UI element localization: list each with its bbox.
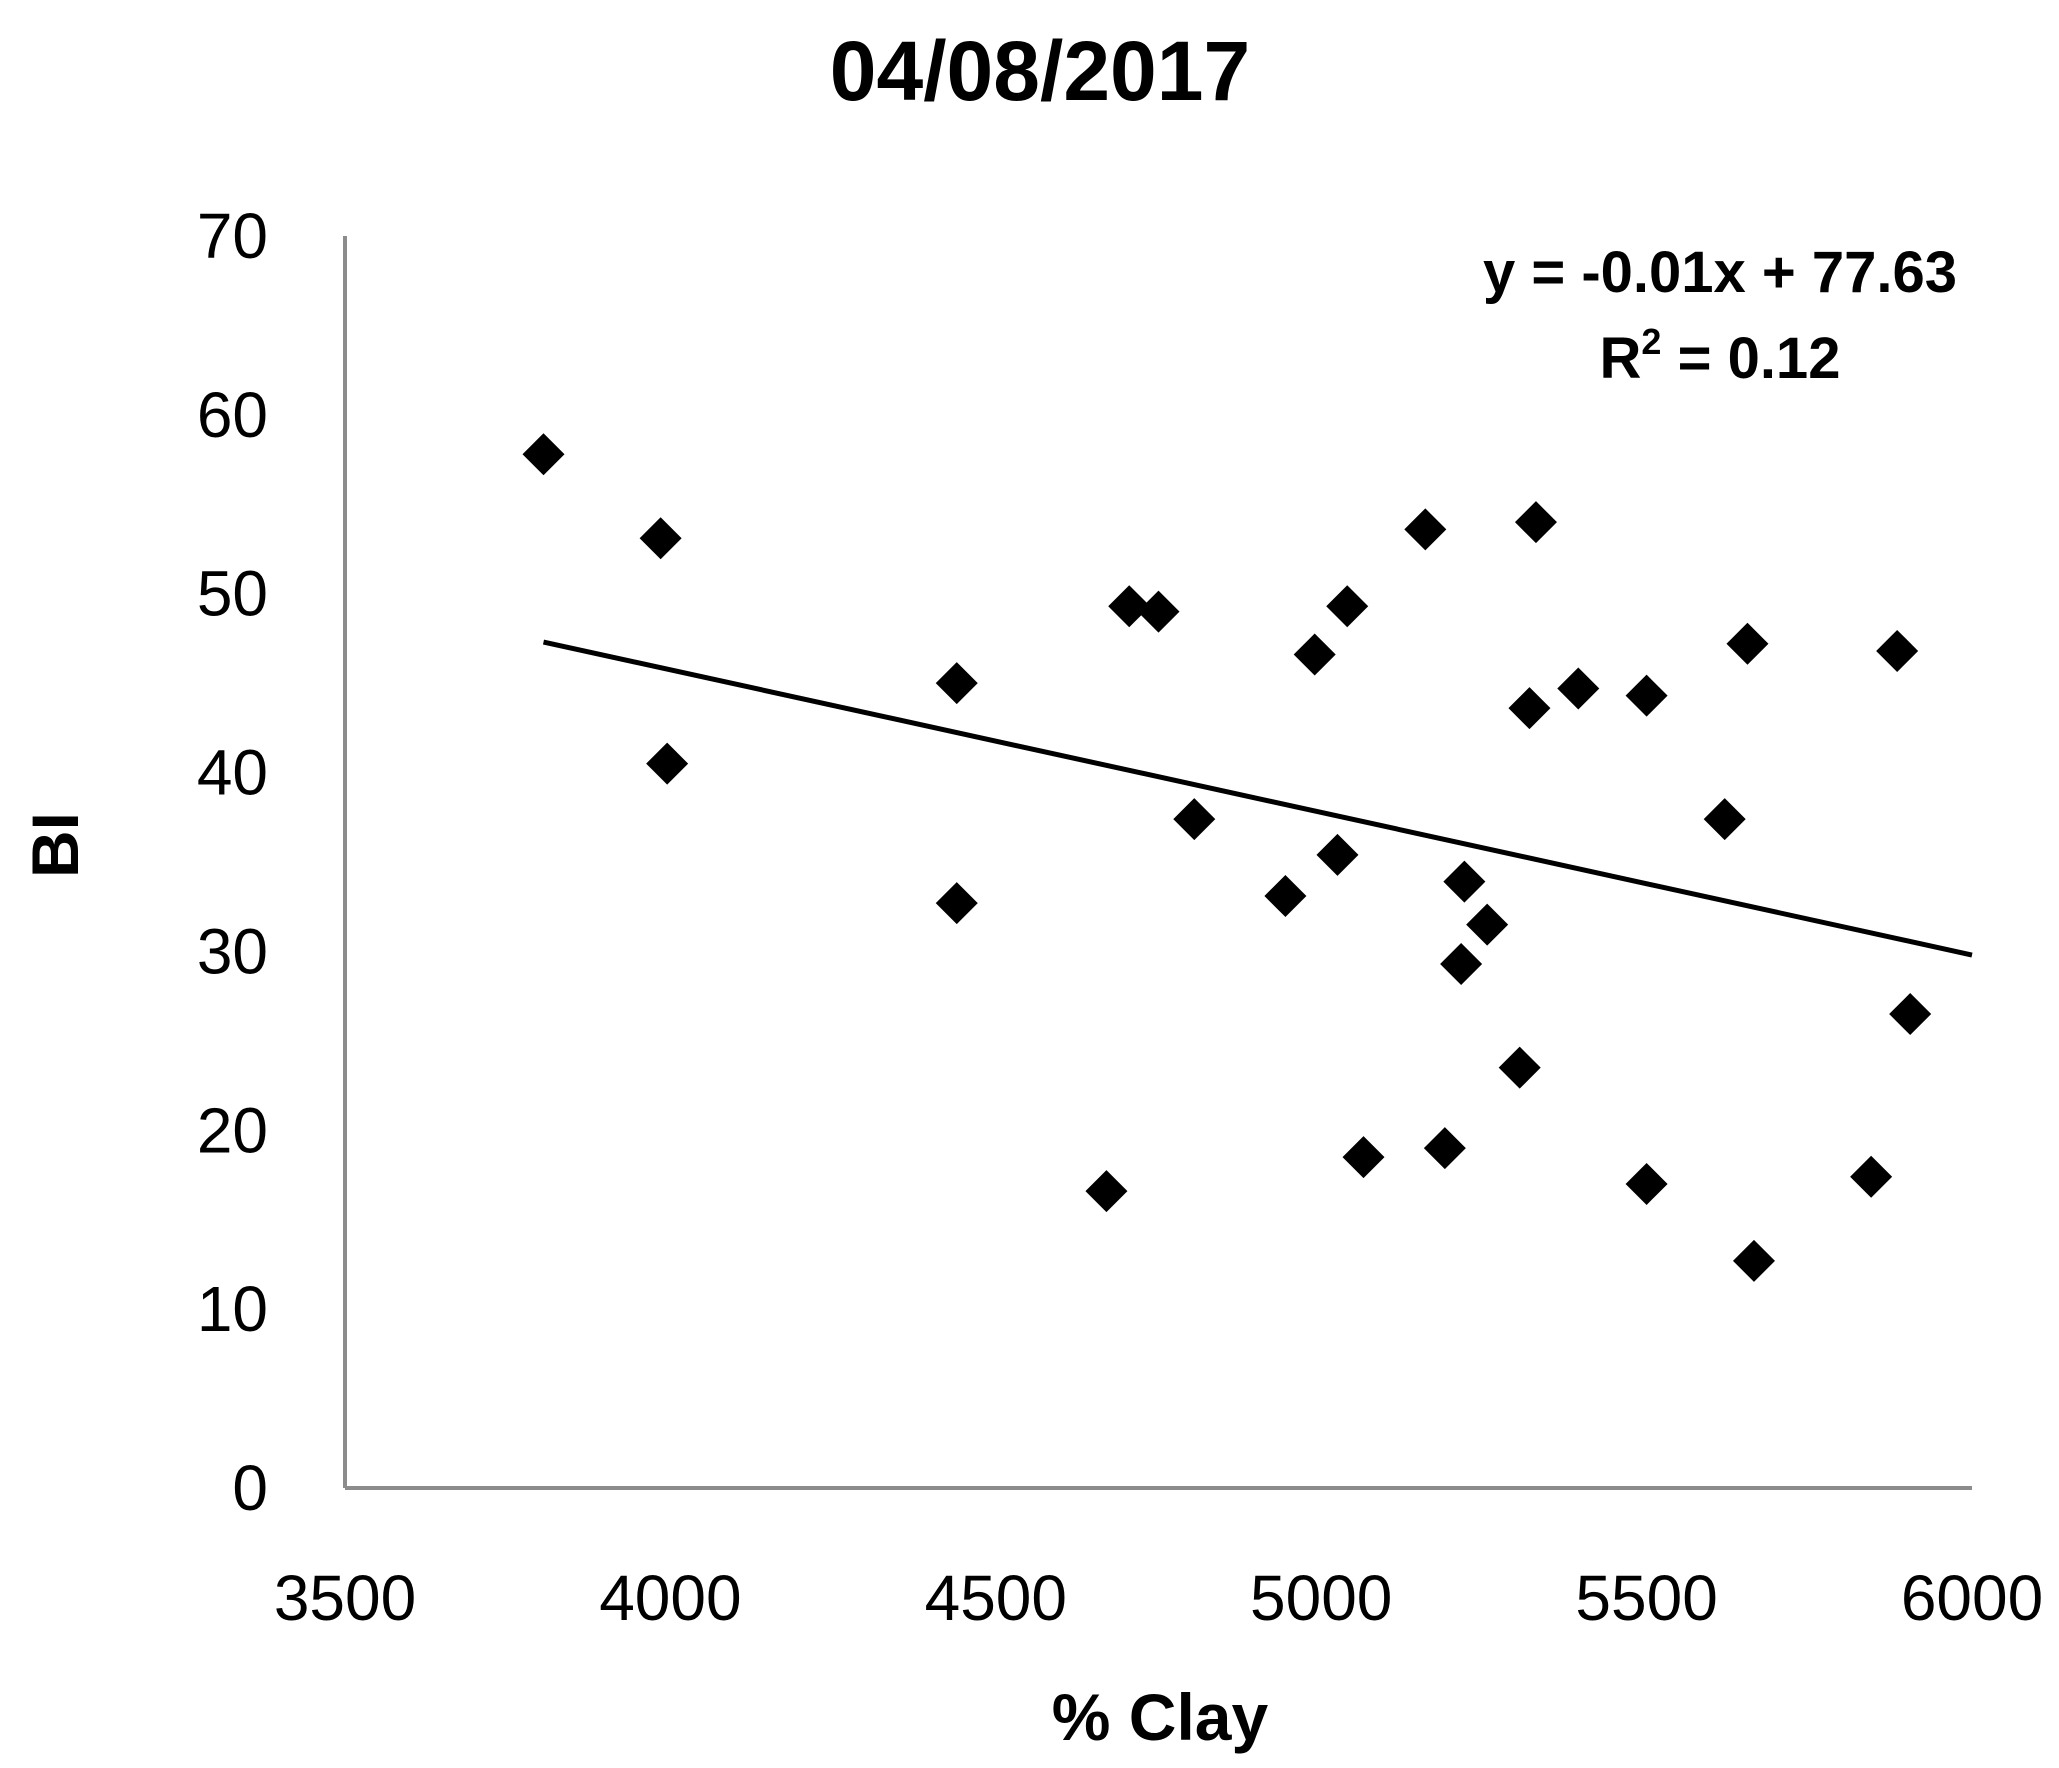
data-point (1326, 585, 1369, 628)
data-point (639, 517, 682, 560)
data-point (1137, 590, 1180, 633)
x-axis-title: % Clay (1052, 1680, 1269, 1754)
r-squared-value: 0.12 (1728, 326, 1841, 391)
data-point (1173, 798, 1216, 841)
data-points (522, 433, 1932, 1282)
y-tick-label: 30 (197, 915, 268, 987)
data-point (1557, 667, 1600, 710)
data-point (1316, 833, 1359, 876)
x-tick-label: 5000 (1250, 1562, 1392, 1634)
x-tick-label: 6000 (1901, 1562, 2043, 1634)
y-tick-label: 10 (197, 1273, 268, 1345)
data-point (935, 882, 978, 925)
x-axis-ticks: 3500 4000 4500 5000 5500 6000 (274, 1562, 2043, 1634)
data-point (1514, 501, 1557, 544)
data-point (1108, 585, 1151, 628)
data-point (1293, 633, 1336, 676)
x-tick-label: 5500 (1575, 1562, 1717, 1634)
data-point (1404, 508, 1447, 551)
data-point (1443, 860, 1486, 903)
data-point (1876, 629, 1919, 672)
data-point (1264, 874, 1307, 917)
x-tick-label: 4500 (925, 1562, 1067, 1634)
data-point (646, 742, 689, 785)
y-tick-label: 20 (197, 1094, 268, 1166)
y-tick-label: 40 (197, 737, 268, 809)
trendline-r-squared: R2 = 0.12 (1600, 321, 1841, 391)
y-tick-label: 60 (197, 379, 268, 451)
data-point (1440, 942, 1483, 985)
y-tick-label: 50 (197, 558, 268, 630)
data-point (1703, 798, 1746, 841)
trendline-equation: y = -0.01x + 77.63 (1483, 240, 1957, 305)
data-point (1732, 1239, 1775, 1282)
y-tick-label: 0 (232, 1452, 268, 1524)
data-point (1625, 674, 1668, 717)
data-point (1889, 993, 1932, 1036)
y-axis-title: BI (18, 812, 92, 878)
data-point (1466, 903, 1509, 946)
x-tick-label: 4000 (599, 1562, 741, 1634)
x-tick-label: 3500 (274, 1562, 416, 1634)
data-point (1423, 1127, 1466, 1170)
data-point (1625, 1162, 1668, 1205)
chart-title: 04/08/2017 (830, 24, 1250, 118)
data-point (1726, 622, 1769, 665)
data-point (1085, 1170, 1128, 1213)
y-axis-ticks: 0 10 20 30 40 50 60 70 (197, 200, 268, 1524)
data-point (1508, 687, 1551, 730)
data-point (1498, 1046, 1541, 1089)
y-tick-label: 70 (197, 200, 268, 272)
trendline (542, 639, 1973, 958)
data-point (1342, 1136, 1385, 1179)
data-point (935, 662, 978, 705)
data-point (1850, 1155, 1893, 1198)
data-point (522, 433, 565, 476)
